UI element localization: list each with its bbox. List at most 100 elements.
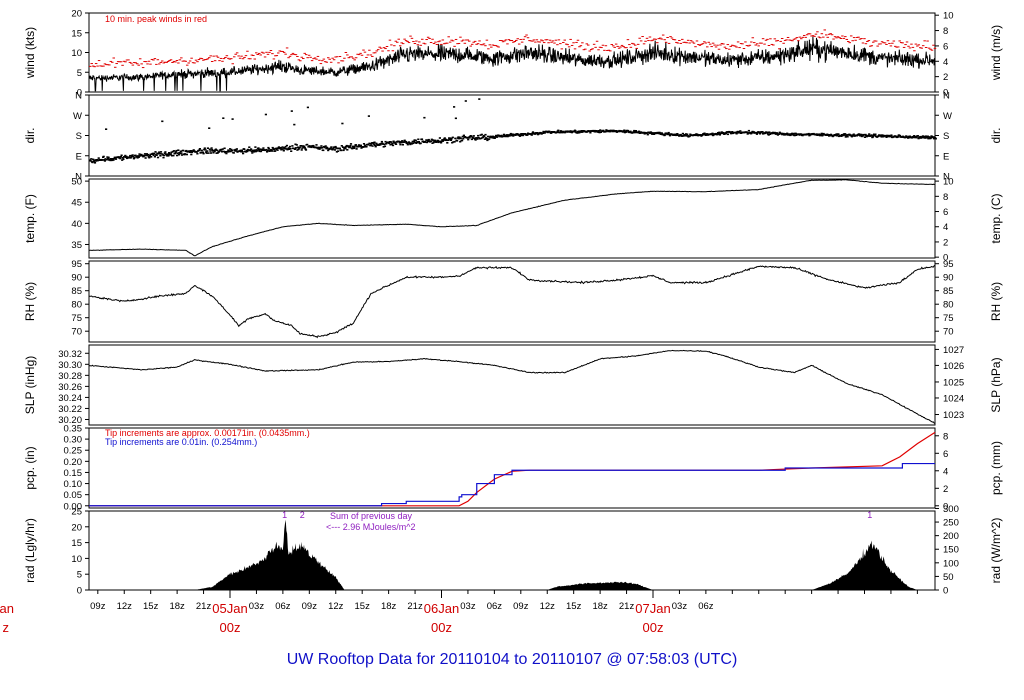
dir-point (589, 131, 592, 134)
dir-point (92, 160, 95, 163)
temp-left-tick-label: 50 (71, 177, 82, 188)
dir-point (430, 140, 433, 142)
rh-left-tick-label: 75 (71, 313, 82, 324)
dir-point (225, 152, 228, 155)
dir-point (119, 156, 122, 158)
dir-point (556, 131, 559, 134)
dir-point (493, 137, 496, 139)
pcp-left-tick-label: 0.20 (64, 457, 83, 468)
rad-left-tick-label: 15 (71, 538, 82, 549)
dir-point (215, 152, 218, 154)
x-time-label: 12z (540, 601, 556, 612)
dir-point (458, 136, 461, 139)
dir-point (120, 154, 123, 157)
dir-point (520, 134, 523, 137)
dir-point (643, 133, 646, 135)
dir-point (110, 158, 113, 160)
dir-point (828, 135, 831, 137)
slp-left-tick-label: 30.20 (58, 415, 82, 426)
dir-point (738, 131, 741, 134)
dir-point (870, 134, 873, 136)
rh-line (88, 264, 936, 339)
dir-point (871, 136, 874, 138)
rh-left-tick-label: 95 (71, 259, 82, 270)
dir-point (820, 132, 823, 135)
dir-point (922, 136, 925, 139)
dir-point (449, 137, 452, 139)
dir-point (609, 130, 612, 133)
dir-point (166, 153, 169, 155)
dir-point (163, 152, 166, 155)
dir-point (147, 153, 150, 156)
temp-right-tick-label: 4 (943, 222, 948, 233)
dir-point (345, 146, 348, 148)
dir-point (344, 147, 347, 150)
dir-point (491, 135, 494, 138)
dir-point (177, 149, 180, 151)
dir-point (597, 130, 601, 132)
dir-point (254, 150, 258, 153)
dir-point (271, 146, 274, 149)
slp-left-tick-label: 30.26 (58, 382, 82, 393)
dir-point (820, 133, 823, 136)
dir-point (245, 151, 248, 153)
dir-point (301, 147, 304, 149)
dir-point (574, 130, 577, 132)
pcp-left-tick-label: 0.10 (64, 479, 83, 490)
dir-point (214, 148, 217, 151)
dir-point (280, 148, 283, 150)
dir-point (489, 135, 492, 138)
rh-frame (88, 260, 936, 343)
dir-point (486, 135, 490, 138)
dir-point (786, 132, 789, 135)
dir-point (437, 141, 440, 144)
dir-point (354, 144, 358, 146)
dir-point (457, 137, 461, 140)
dir-point (852, 135, 855, 137)
dir-point (290, 110, 293, 112)
dir-point (140, 153, 143, 156)
dir-point (251, 152, 254, 154)
dir-point (570, 131, 573, 134)
dir-point (541, 132, 544, 134)
dir-point (837, 133, 840, 135)
dir-point (250, 148, 253, 150)
dir-point (822, 132, 825, 135)
dir-point (380, 142, 383, 145)
dir-point (908, 136, 911, 139)
dir-point (543, 132, 546, 134)
dir-point (409, 143, 412, 146)
rad-right-tick-label: 50 (943, 572, 954, 583)
dir-point (747, 129, 750, 132)
dir-point (546, 131, 549, 134)
dir-point (840, 135, 843, 137)
pcp-left-tick-label: 0.35 (64, 424, 83, 435)
dir-point (382, 143, 385, 145)
dir-right-tick-label: E (943, 151, 949, 162)
dir-point (241, 151, 244, 153)
dir-point (156, 156, 160, 159)
dir-point (177, 153, 180, 156)
dir-point (509, 132, 512, 135)
x-date-label: 07Jan (635, 601, 670, 616)
x-time-label: 18z (592, 601, 608, 612)
dir-point (715, 132, 718, 135)
rad-right-tick-label: 300 (943, 504, 959, 515)
x-time-label: 18z (169, 601, 185, 612)
dir-point (388, 141, 391, 143)
dir-point (378, 144, 381, 146)
dir-point (192, 150, 195, 153)
dir-point (845, 134, 849, 136)
dir-point (438, 137, 441, 139)
dir-point (818, 133, 821, 135)
dir-point (660, 132, 663, 134)
dir-point (422, 141, 425, 143)
dir-point (440, 141, 443, 144)
dir-point (577, 130, 580, 133)
dir-right-tick-label: N (943, 91, 950, 102)
dir-point (454, 117, 457, 120)
dir-point (414, 139, 417, 142)
dir-point (767, 134, 770, 136)
dir-point (842, 133, 845, 135)
